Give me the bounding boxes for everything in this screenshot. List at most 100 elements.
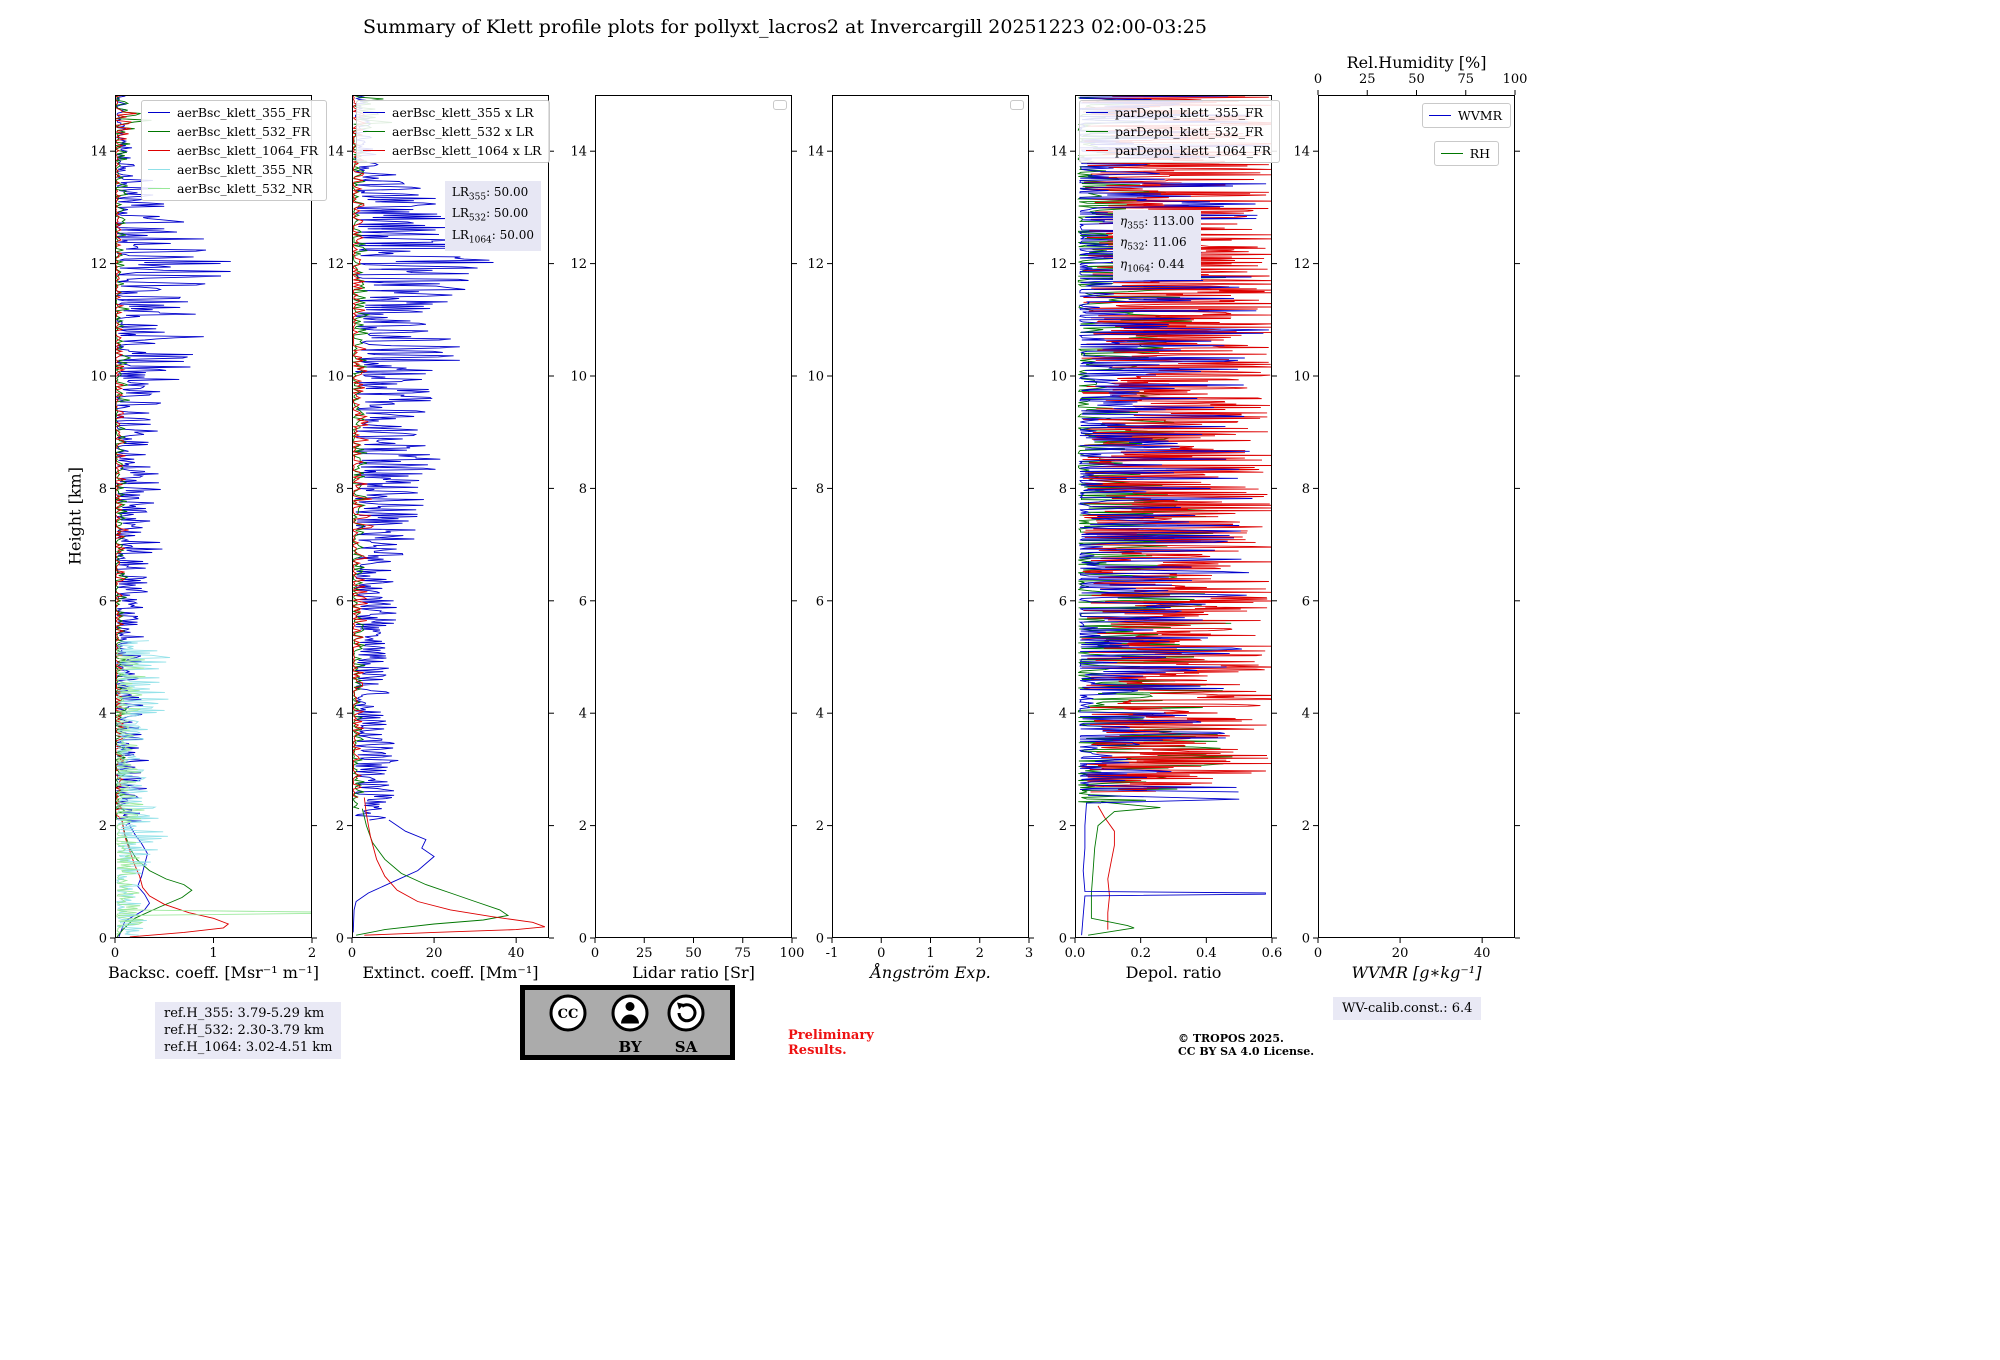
x-tick-label: 20: [1392, 946, 1409, 961]
legend: WVMR: [1421, 103, 1511, 128]
legend-entry: aerBsc_klett_532_NR: [148, 179, 318, 198]
y-tick-label: 4: [816, 707, 824, 722]
legend-line-sample: [363, 150, 385, 151]
y-tick-label: 6: [336, 594, 344, 609]
ref-height-532: ref.H_532: 2.30-3.79 km: [164, 1023, 325, 1038]
x-tick-label: 1: [926, 946, 934, 961]
y-tick-label: 14: [1050, 145, 1067, 160]
legend-label: aerBsc_klett_355 x LR: [392, 105, 534, 120]
figure-title: Summary of Klett profile plots for polly…: [363, 16, 1207, 38]
series-ext_1064-noise: [352, 95, 375, 798]
y-tick-label: 14: [90, 145, 107, 160]
series-ext_355-noise: [353, 95, 494, 821]
wvmr-plot: 0 2 4 6 8 10 12 14 0 20 40 0 25 50 75 100: [1293, 72, 1527, 961]
legend-entry: RH: [1440, 144, 1490, 163]
x-tick-label: 2: [308, 946, 316, 961]
legend: aerBsc_klett_355 x LR aerBsc_klett_532 x …: [356, 100, 551, 163]
y-tick-label: 14: [807, 145, 824, 160]
series-aerBsc_klett_355_FR-noise: [115, 95, 231, 826]
x-tick-label: 2: [976, 946, 984, 961]
y-tick-label: 4: [336, 707, 344, 722]
series-parDepol_355-noise: [1078, 95, 1269, 793]
panel-lidar-ratio: 0 2 4 6 8 10 12 14 0 25 50 75 100 Lidar ratio [Sr]: [570, 95, 804, 982]
series-parDepol_532-low: [1088, 801, 1161, 936]
series-parDepol_1064-noise: [1081, 95, 1272, 793]
y-tick-label: 4: [99, 707, 107, 722]
y-tick-label: 2: [816, 819, 824, 834]
legend-entry: WVMR: [1428, 106, 1502, 125]
legend-entry: parDepol_klett_355_FR: [1086, 103, 1271, 122]
y-tick-label: 6: [816, 594, 824, 609]
depol-plot: 0 2 4 6 8 10 12 14 0.0 0.2 0.4 0.6: [1050, 95, 1282, 961]
y-tick-label: 14: [1293, 145, 1310, 160]
figure: Summary of Klett profile plots for polly…: [65, 16, 1528, 1060]
x-tick-label: 40: [508, 946, 525, 961]
y-tick-label: 0: [579, 932, 587, 947]
legend-entry: aerBsc_klett_355_NR: [148, 160, 318, 179]
legend-label: aerBsc_klett_1064 x LR: [392, 143, 542, 158]
panel-extinction: 0 2 4 6 8 10 12 14 0 20 40 Extinct. coeff. [Mm⁻¹] …: [327, 95, 554, 982]
angstroem-xlabel: Ångström Exp.: [870, 963, 991, 982]
wv-calibration-note: WV-calib.const.: 6.4: [1333, 997, 1482, 1020]
y-tick-label: 10: [327, 370, 344, 385]
extinction-plot: 0 2 4 6 8 10 12 14 0 20 40: [327, 95, 554, 961]
y-tick-label: 2: [99, 819, 107, 834]
panel-wvmr: 0 2 4 6 8 10 12 14 0 20 40 0 25 50 75 100 Rel.Humidity …: [1293, 53, 1527, 982]
x-tick-label: 50: [685, 946, 702, 961]
annotation-line: η355: 113.00: [1120, 214, 1195, 232]
y-tick-label: 8: [336, 482, 344, 497]
y-tick-label: 6: [1302, 594, 1310, 609]
y-tick-label: 2: [1059, 819, 1067, 834]
lidar-ratio-xlabel: Lidar ratio [Sr]: [632, 963, 755, 982]
series-parDepol_355-low: [1081, 794, 1266, 936]
ref-height-1064: ref.H_1064: 3.02-4.51 km: [164, 1040, 333, 1055]
legend-label: aerBsc_klett_532_NR: [177, 181, 313, 196]
legend-entry: aerBsc_klett_1064_FR: [148, 141, 318, 160]
cc-text: CC: [558, 1007, 579, 1022]
annotation-line: η532: 11.06: [1120, 235, 1187, 253]
legend-line-sample: [1086, 150, 1108, 151]
annotation-line: LR355: 50.00: [451, 185, 529, 203]
copyright-line-2: CC BY SA 4.0 License.: [1178, 1045, 1315, 1058]
y-tick-label: 0: [1059, 932, 1067, 947]
top-tick-label: 50: [1408, 72, 1425, 87]
x-tick-label: 75: [734, 946, 751, 961]
copyright-note: © TROPOS 2025. CC BY SA 4.0 License.: [1178, 1032, 1314, 1058]
y-tick-label: 14: [570, 145, 587, 160]
y-tick-label: 8: [1059, 482, 1067, 497]
x-tick-label: 1: [209, 946, 217, 961]
annotation-box: LR355: 50.00 LR532: 50.00 LR1064: 50.00: [444, 181, 541, 252]
annotation-line: η1064: 0.44: [1120, 256, 1185, 275]
legend-line-sample: [148, 112, 170, 113]
top-tick-label: 0: [1314, 72, 1322, 87]
top-tick-label: 25: [1359, 72, 1376, 87]
x-tick-label: 0.2: [1130, 946, 1151, 961]
y-tick-label: 2: [1302, 819, 1310, 834]
series-ext_355-low: [352, 819, 435, 933]
legend-label: RH: [1469, 146, 1490, 161]
legend-label: WVMR: [1457, 108, 1502, 123]
y-tick-label: 0: [816, 932, 824, 947]
legend-line-sample: [1440, 153, 1463, 154]
extinction-xlabel: Extinct. coeff. [Mm⁻¹]: [362, 963, 539, 982]
wvmr-xlabel: WVMR [g∗kg⁻¹]: [1351, 963, 1482, 982]
y-tick-label: 6: [99, 594, 107, 609]
legend: aerBsc_klett_355_FR aerBsc_klett_532_FR ae…: [141, 100, 328, 201]
legend-line-sample: [148, 150, 170, 151]
legend-label: aerBsc_klett_532 x LR: [392, 124, 534, 139]
top-tick-label: 100: [1503, 72, 1528, 87]
legend-line-sample: [1086, 131, 1108, 132]
y-tick-label: 0: [336, 932, 344, 947]
y-tick-label: 12: [1050, 257, 1067, 272]
legend-entry: parDepol_klett_1064_FR: [1086, 141, 1271, 160]
series-ext_532-low: [356, 808, 510, 936]
legend-line-sample: [363, 112, 385, 113]
x-tick-label: 100: [780, 946, 805, 961]
by-text: BY: [618, 1038, 641, 1056]
x-tick-label: 0.0: [1065, 946, 1086, 961]
preliminary-line-1: Preliminary: [788, 1028, 874, 1043]
y-tick-label: 2: [336, 819, 344, 834]
panel-backscatter: 0 2 4 6 8 10 12 14 0 1 2 Backsc. coeff. [Msr⁻¹ m⁻¹…: [90, 95, 328, 982]
y-tick-label: 12: [327, 257, 344, 272]
